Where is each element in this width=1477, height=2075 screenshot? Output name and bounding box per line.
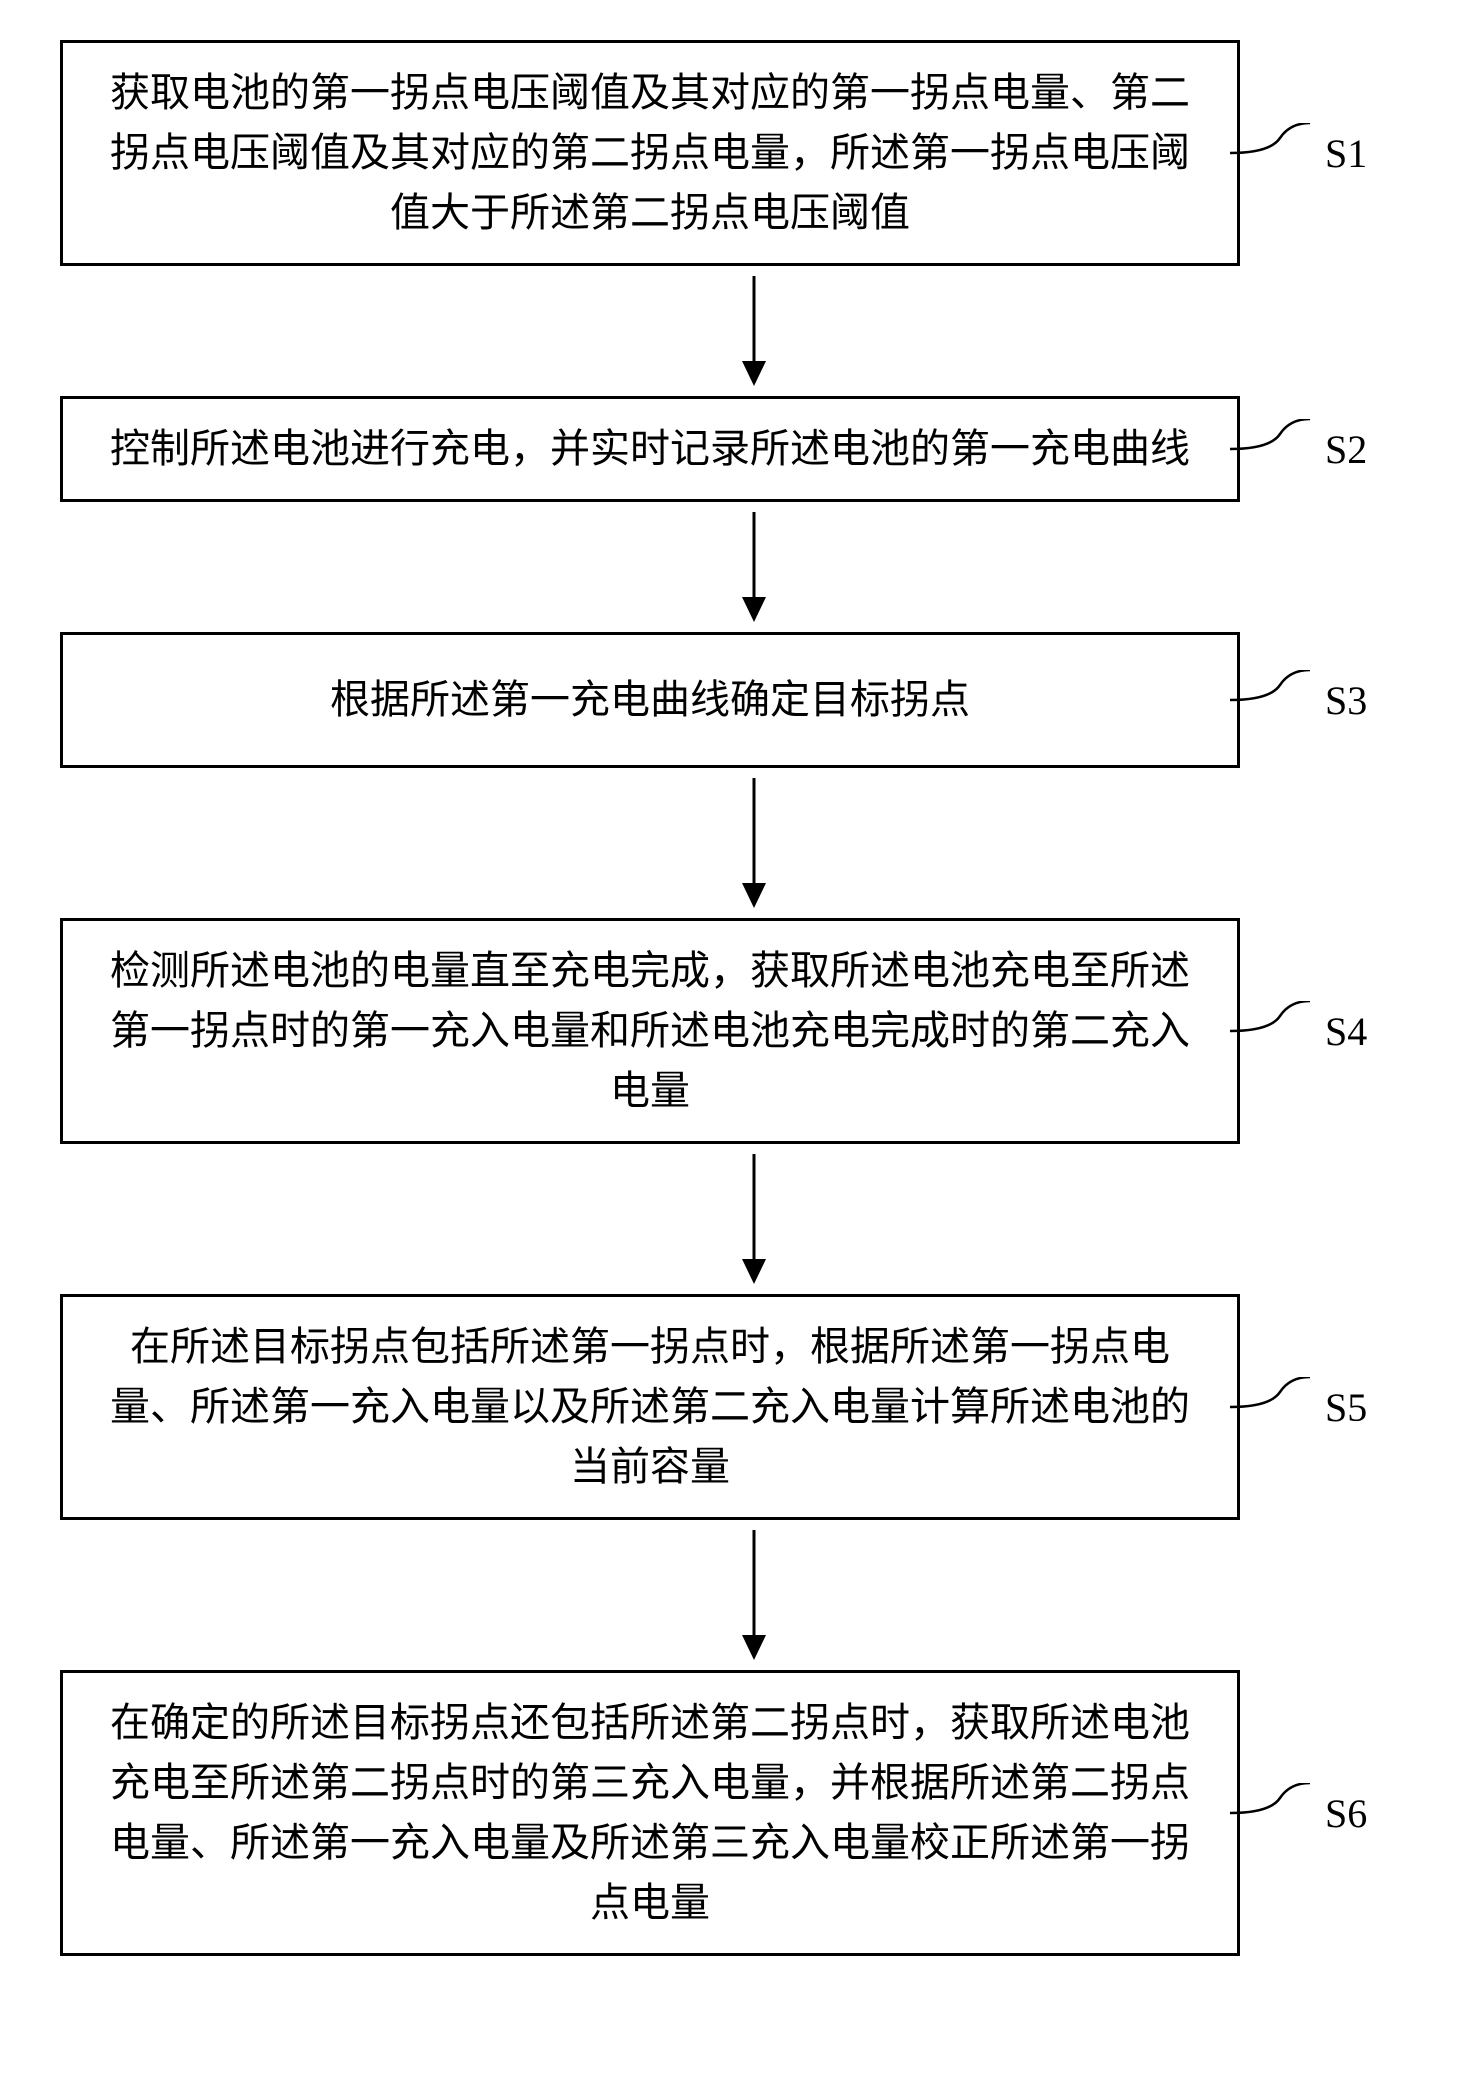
connector-curve-s3 <box>1240 670 1320 730</box>
step-text-s4: 检测所述电池的电量直至充电完成，获取所述电池充电至所述第一拐点时的第一充入电量和… <box>93 941 1207 1121</box>
connector-curve-s6 <box>1240 1783 1320 1843</box>
step-text-s3: 根据所述第一充电曲线确定目标拐点 <box>330 670 970 730</box>
step-label-s3: S3 <box>1325 677 1367 724</box>
arrow-s3-s4 <box>164 768 1344 918</box>
step-row-s4: 检测所述电池的电量直至充电完成，获取所述电池充电至所述第一拐点时的第一充入电量和… <box>30 918 1447 1144</box>
connector-curve-s1 <box>1240 123 1320 183</box>
step-label-s1: S1 <box>1325 130 1367 177</box>
label-container-s2: S2 <box>1240 419 1367 479</box>
step-label-s4: S4 <box>1325 1008 1367 1055</box>
step-text-s1: 获取电池的第一拐点电压阈值及其对应的第一拐点电量、第二拐点电压阈值及其对应的第二… <box>93 63 1207 243</box>
step-box-s2: 控制所述电池进行充电，并实时记录所述电池的第一充电曲线 <box>60 396 1240 502</box>
connector-curve-s2 <box>1240 419 1320 479</box>
label-container-s6: S6 <box>1240 1783 1367 1843</box>
step-row-s3: 根据所述第一充电曲线确定目标拐点 S3 <box>30 632 1447 768</box>
step-text-s5: 在所述目标拐点包括所述第一拐点时，根据所述第一拐点电量、所述第一充入电量以及所述… <box>93 1317 1207 1497</box>
step-row-s1: 获取电池的第一拐点电压阈值及其对应的第一拐点电量、第二拐点电压阈值及其对应的第二… <box>30 40 1447 266</box>
label-container-s5: S5 <box>1240 1377 1367 1437</box>
label-container-s4: S4 <box>1240 1001 1367 1061</box>
step-row-s5: 在所述目标拐点包括所述第一拐点时，根据所述第一拐点电量、所述第一充入电量以及所述… <box>30 1294 1447 1520</box>
step-label-s6: S6 <box>1325 1790 1367 1837</box>
arrow-s5-s6 <box>164 1520 1344 1670</box>
label-container-s3: S3 <box>1240 670 1367 730</box>
label-container-s1: S1 <box>1240 123 1367 183</box>
step-box-s4: 检测所述电池的电量直至充电完成，获取所述电池充电至所述第一拐点时的第一充入电量和… <box>60 918 1240 1144</box>
step-box-s3: 根据所述第一充电曲线确定目标拐点 <box>60 632 1240 768</box>
step-text-s2: 控制所述电池进行充电，并实时记录所述电池的第一充电曲线 <box>110 419 1190 479</box>
connector-curve-s5 <box>1240 1377 1320 1437</box>
step-text-s6: 在确定的所述目标拐点还包括所述第二拐点时，获取所述电池充电至所述第二拐点时的第三… <box>93 1693 1207 1933</box>
step-label-s5: S5 <box>1325 1384 1367 1431</box>
step-box-s6: 在确定的所述目标拐点还包括所述第二拐点时，获取所述电池充电至所述第二拐点时的第三… <box>60 1670 1240 1956</box>
arrow-s4-s5 <box>164 1144 1344 1294</box>
step-label-s2: S2 <box>1325 426 1367 473</box>
step-row-s2: 控制所述电池进行充电，并实时记录所述电池的第一充电曲线 S2 <box>30 396 1447 502</box>
step-row-s6: 在确定的所述目标拐点还包括所述第二拐点时，获取所述电池充电至所述第二拐点时的第三… <box>30 1670 1447 1956</box>
step-box-s5: 在所述目标拐点包括所述第一拐点时，根据所述第一拐点电量、所述第一充入电量以及所述… <box>60 1294 1240 1520</box>
arrow-s2-s3 <box>164 502 1344 632</box>
step-box-s1: 获取电池的第一拐点电压阈值及其对应的第一拐点电量、第二拐点电压阈值及其对应的第二… <box>60 40 1240 266</box>
flowchart-container: 获取电池的第一拐点电压阈值及其对应的第一拐点电量、第二拐点电压阈值及其对应的第二… <box>30 40 1447 1956</box>
connector-curve-s4 <box>1240 1001 1320 1061</box>
arrow-s1-s2 <box>164 266 1344 396</box>
